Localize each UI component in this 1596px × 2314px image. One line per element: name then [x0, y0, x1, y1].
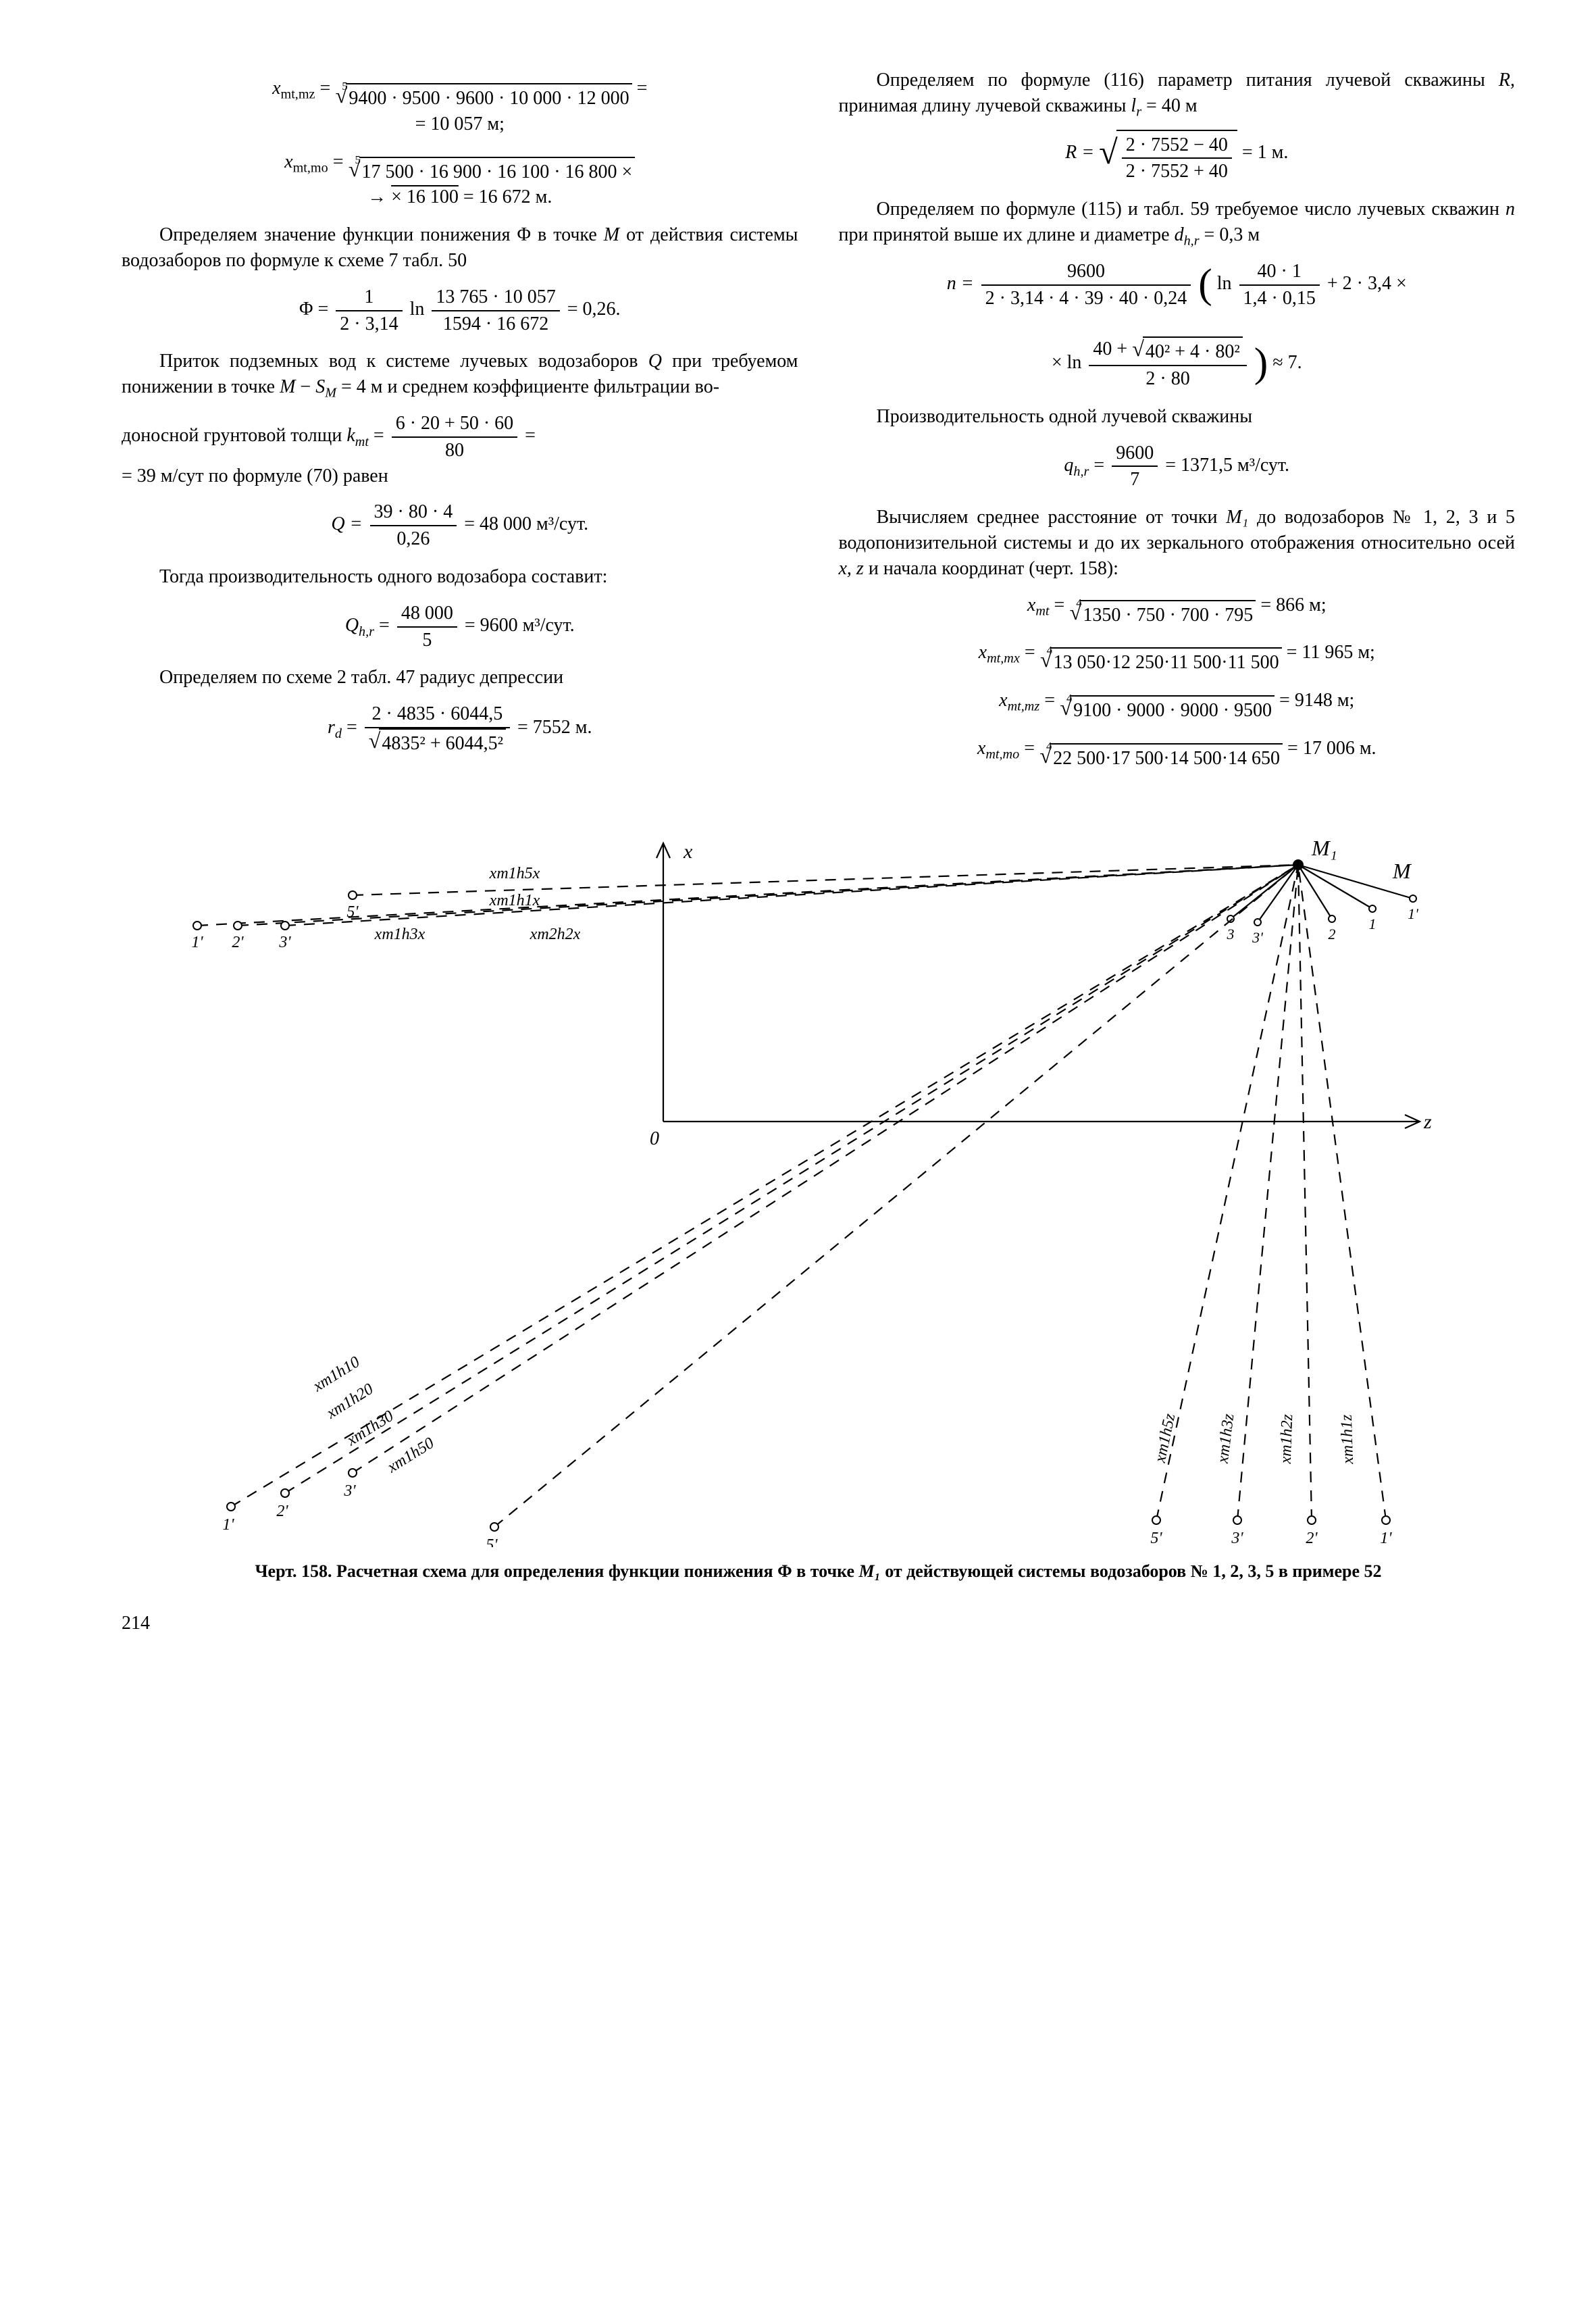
- eq-xmtmz: xmt,mz = 5 √ 9400 · 9500 · 9600 · 10 000…: [122, 76, 798, 137]
- svg-text:xm1h50: xm1h50: [384, 1434, 437, 1477]
- eq-xmtmz-4: xmt,mz = 4√9100 · 9000 · 9000 · 9500 = 9…: [839, 688, 1516, 724]
- svg-text:M: M: [1392, 859, 1412, 883]
- svg-text:xm1h2z: xm1h2z: [1277, 1413, 1296, 1465]
- diagram-svg: x z 0 M₁ M 3 3' 2 1 1' 1' 2' 3' 5' xm1h5x xm1h1x xm1h3x x…: [150, 804, 1487, 1547]
- eq-rd: rd = 2 · 4835 · 6044,5 √4835² + 6044,5² …: [122, 701, 798, 757]
- svg-text:5': 5': [1150, 1530, 1162, 1547]
- svg-text:2': 2': [276, 1503, 288, 1520]
- svg-text:3': 3': [343, 1482, 356, 1500]
- eq-xmtmo-4: xmt,mo = 4√22 500·17 500·14 500·14 650 =…: [839, 736, 1516, 772]
- eq-qhr: qh,r = 96007 = 1371,5 м³/сут.: [839, 441, 1516, 493]
- para-phi-intro: Определяем значение функции понижения Φ …: [122, 222, 798, 274]
- svg-text:5': 5': [486, 1536, 498, 1547]
- eq-xmtmx-4: xmt,mx = 4√13 050·12 250·11 500·11 500 =…: [839, 640, 1516, 676]
- para-R-intro: Определяем по формуле (116) параметр пит…: [839, 68, 1516, 119]
- eq-xmtmo: xmt,mo = 5 √ 17 500 · 16 900 · 16 100 · …: [122, 149, 798, 211]
- eq-xmt-4: xmt = 4√1350 · 750 · 700 · 795 = 866 м;: [839, 593, 1516, 628]
- para-inflow-1: Приток подземных вод к системе лучевых в…: [122, 349, 798, 400]
- eq-R: R = √ 2 · 7552 − 402 · 7552 + 40 = 1 м.: [839, 130, 1516, 185]
- figure-caption: Черт. 158. Расчетная схема для определен…: [122, 1559, 1515, 1584]
- svg-text:1: 1: [1368, 915, 1376, 932]
- svg-text:5': 5': [346, 903, 359, 921]
- svg-text:1': 1': [1380, 1530, 1392, 1547]
- eq-phi: Φ = 12 · 3,14 ln 13 765 · 10 0571594 · 1…: [122, 284, 798, 337]
- svg-text:xm1h5z: xm1h5z: [1151, 1411, 1179, 1465]
- para-qhr: Производительность одной лучевой скважин…: [839, 404, 1516, 430]
- svg-text:3': 3': [1231, 1530, 1243, 1547]
- svg-text:1': 1': [191, 934, 203, 951]
- svg-text:xm1h1x: xm1h1x: [488, 892, 540, 909]
- page-number: 214: [122, 1611, 1515, 1636]
- svg-text:1': 1': [222, 1516, 234, 1534]
- right-column: Определяем по формуле (116) параметр пит…: [839, 68, 1516, 784]
- svg-text:xm2h2x: xm2h2x: [529, 926, 580, 943]
- svg-text:xm1h5x: xm1h5x: [488, 865, 540, 882]
- svg-text:xm1h3z: xm1h3z: [1214, 1412, 1237, 1465]
- para-inflow-2: доносной грунтовой толщи kmt = 6 · 20 + …: [122, 411, 798, 488]
- eq-Q: Q = 39 · 80 · 40,26 = 48 000 м³/сут.: [122, 499, 798, 552]
- svg-text:xm1h1z: xm1h1z: [1337, 1413, 1357, 1465]
- eq-n: n = 96002 · 3,14 · 4 · 39 · 40 · 0,24 ( …: [839, 259, 1516, 392]
- svg-text:3: 3: [1226, 926, 1234, 942]
- svg-text:x: x: [683, 840, 693, 863]
- svg-text:3': 3': [278, 934, 291, 951]
- para-one-intake: Тогда производительность одного водозабо…: [122, 564, 798, 590]
- svg-text:1': 1': [1408, 905, 1418, 922]
- para-n-intro: Определяем по формуле (115) и табл. 59 т…: [839, 197, 1516, 248]
- eq-Qhr: Qh,r = 48 0005 = 9600 м³/сут.: [122, 601, 798, 653]
- para-M1-dist: Вычисляем среднее расстояние от точки M₁…: [839, 505, 1516, 581]
- svg-text:0: 0: [650, 1128, 659, 1149]
- figure-158: x z 0 M₁ M 3 3' 2 1 1' 1' 2' 3' 5' xm1h5x xm1h1x xm1h3x x…: [122, 804, 1515, 1584]
- svg-text:2: 2: [1328, 926, 1335, 942]
- svg-text:z: z: [1423, 1111, 1432, 1133]
- left-column: xmt,mz = 5 √ 9400 · 9500 · 9600 · 10 000…: [122, 68, 798, 784]
- svg-text:xm1h3x: xm1h3x: [374, 926, 425, 943]
- svg-text:M₁: M₁: [1311, 836, 1337, 860]
- svg-text:2': 2': [1306, 1530, 1318, 1547]
- para-rd: Определяем по схеме 2 табл. 47 радиус де…: [122, 665, 798, 690]
- svg-text:2': 2': [232, 934, 244, 951]
- svg-text:3': 3': [1252, 929, 1263, 946]
